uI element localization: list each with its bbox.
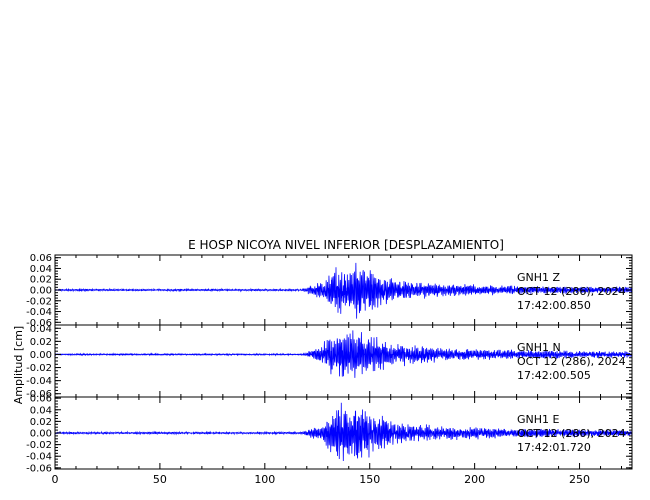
- y-tick-label: -0.02: [26, 296, 52, 307]
- station-component-label: GNH1 Z: [517, 271, 561, 284]
- y-tick-label: 0.02: [30, 275, 52, 286]
- station-component-label: GNH1 E: [517, 413, 560, 426]
- y-tick-label: 0.04: [30, 405, 52, 416]
- trace-e: [55, 402, 632, 461]
- y-tick-label: 0.02: [30, 337, 52, 348]
- date-label: OCT 12 (286), 2024: [517, 285, 626, 298]
- y-tick-label: 0.04: [30, 264, 52, 275]
- trace-z: [55, 262, 632, 319]
- y-tick-label: -0.02: [26, 363, 52, 374]
- y-tick-label: 0.00: [30, 350, 52, 361]
- panel-z: 0.060.040.020.00-0.02-0.04-0.06 GNH1 ZOCT…: [26, 253, 633, 329]
- y-tick-label: 0.06: [30, 394, 52, 405]
- y-tick-label: -0.04: [26, 307, 52, 318]
- time-label: 17:42:00.505: [517, 369, 591, 382]
- trace-n: [55, 330, 632, 378]
- date-label: OCT 12 (286), 2024: [517, 355, 626, 368]
- x-tick-label: 250: [569, 473, 590, 486]
- x-tick-label: 50: [153, 473, 167, 486]
- y-tick-label: -0.06: [26, 463, 52, 474]
- time-label: 17:42:00.850: [517, 299, 591, 312]
- y-tick-label: 0.04: [30, 324, 52, 335]
- y-tick-label: -0.06: [26, 318, 52, 329]
- panel-e: 0.060.040.020.00-0.02-0.04-0.06 GNH1 EOCT…: [26, 394, 633, 474]
- x-axis: 0 50 100 150 200 250: [52, 473, 591, 486]
- y-tick-label: 0.00: [30, 429, 52, 440]
- station-component-label: GNH1 N: [517, 341, 561, 354]
- y-axis-label: Amplitud [cm]: [12, 326, 25, 404]
- chart-title: E HOSP NICOYA NIVEL INFERIOR [DESPLAZAMI…: [188, 238, 504, 252]
- x-tick-label: 150: [359, 473, 380, 486]
- y-tick-label: -0.04: [26, 376, 52, 387]
- time-label: 17:42:01.720: [517, 441, 591, 454]
- y-tick-label: 0.00: [30, 286, 52, 297]
- x-tick-label: 100: [254, 473, 275, 486]
- y-tick-label: 0.02: [30, 417, 52, 428]
- date-label: OCT 12 (286), 2024: [517, 427, 626, 440]
- y-tick-label: 0.06: [30, 253, 52, 264]
- x-tick-label: 0: [52, 473, 59, 486]
- y-tick-label: -0.06: [26, 389, 52, 400]
- y-tick-label: -0.02: [26, 440, 52, 451]
- y-tick-label: -0.04: [26, 452, 52, 463]
- x-tick-label: 200: [464, 473, 485, 486]
